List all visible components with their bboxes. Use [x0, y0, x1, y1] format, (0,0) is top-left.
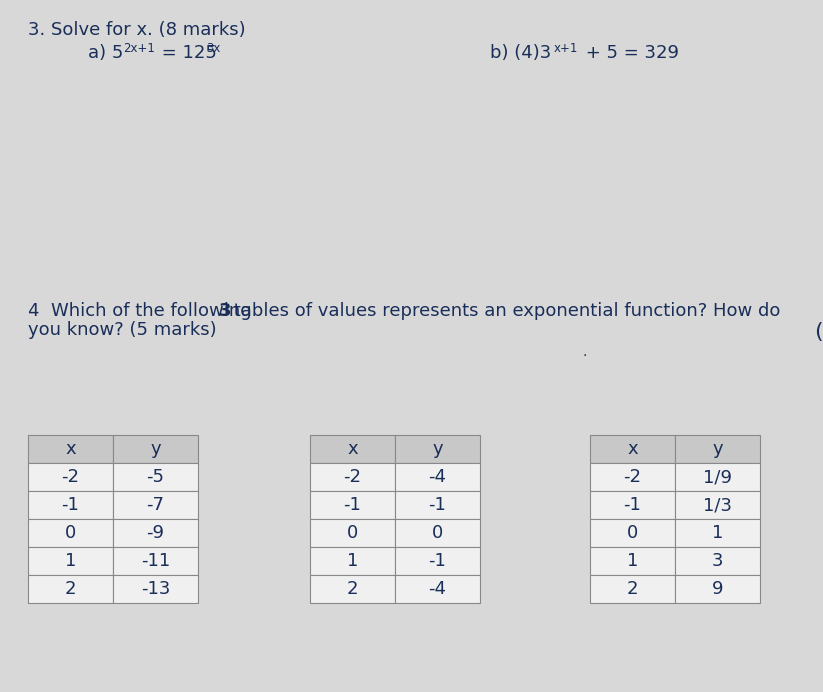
Bar — [310, 435, 395, 463]
Text: -9: -9 — [146, 524, 165, 542]
Text: -2: -2 — [62, 468, 80, 486]
Text: 2: 2 — [65, 580, 77, 598]
Text: -7: -7 — [146, 496, 165, 514]
Text: y: y — [150, 440, 160, 458]
Text: -4: -4 — [429, 580, 447, 598]
Text: 0: 0 — [346, 524, 358, 542]
Bar — [310, 491, 395, 519]
Text: x: x — [627, 440, 638, 458]
Bar — [310, 463, 395, 491]
Text: y: y — [712, 440, 723, 458]
Bar — [675, 519, 760, 547]
Bar — [113, 463, 198, 491]
Bar — [675, 491, 760, 519]
Text: 1: 1 — [712, 524, 723, 542]
Text: 3: 3 — [219, 302, 231, 320]
Text: 0: 0 — [627, 524, 638, 542]
Text: x: x — [65, 440, 76, 458]
Bar — [395, 575, 480, 603]
Text: 1/9: 1/9 — [703, 468, 732, 486]
Bar — [675, 435, 760, 463]
Text: x: x — [347, 440, 358, 458]
Text: tables of values represents an exponential function? How do: tables of values represents an exponenti… — [228, 302, 780, 320]
Text: b) (4)3: b) (4)3 — [490, 44, 551, 62]
Text: -2: -2 — [624, 468, 641, 486]
Text: 3: 3 — [712, 552, 723, 570]
Bar — [590, 435, 675, 463]
Bar — [113, 491, 198, 519]
Text: + 5 = 329: + 5 = 329 — [580, 44, 679, 62]
Text: .: . — [583, 345, 588, 359]
Bar — [310, 575, 395, 603]
Text: -1: -1 — [429, 552, 446, 570]
Text: -13: -13 — [141, 580, 170, 598]
Bar — [113, 547, 198, 575]
Text: x+1: x+1 — [554, 42, 579, 55]
Text: you know? (5 marks): you know? (5 marks) — [28, 321, 216, 339]
Text: 0: 0 — [432, 524, 443, 542]
Bar — [395, 519, 480, 547]
Text: 4  Which of the following: 4 Which of the following — [28, 302, 258, 320]
Text: 2x+1: 2x+1 — [123, 42, 155, 55]
Bar — [113, 435, 198, 463]
Text: -11: -11 — [141, 552, 170, 570]
Text: 0: 0 — [65, 524, 76, 542]
Text: 9: 9 — [712, 580, 723, 598]
Text: -1: -1 — [343, 496, 361, 514]
Text: 1: 1 — [65, 552, 77, 570]
Text: -1: -1 — [624, 496, 641, 514]
Text: 2: 2 — [627, 580, 639, 598]
Text: 1: 1 — [346, 552, 358, 570]
Bar — [113, 519, 198, 547]
Bar — [113, 575, 198, 603]
Bar — [395, 547, 480, 575]
Text: (: ( — [814, 322, 823, 342]
Bar — [28, 547, 113, 575]
Bar — [395, 491, 480, 519]
Bar — [590, 547, 675, 575]
Bar — [675, 575, 760, 603]
Text: 2: 2 — [346, 580, 358, 598]
Bar — [590, 463, 675, 491]
Text: y: y — [432, 440, 443, 458]
Bar — [590, 519, 675, 547]
Bar — [395, 435, 480, 463]
Text: = 125: = 125 — [156, 44, 217, 62]
Text: -1: -1 — [62, 496, 80, 514]
Bar — [28, 463, 113, 491]
Bar — [395, 463, 480, 491]
Bar — [590, 491, 675, 519]
Text: 3. Solve for x. (8 marks): 3. Solve for x. (8 marks) — [28, 21, 245, 39]
Text: -1: -1 — [429, 496, 446, 514]
Bar — [675, 463, 760, 491]
Bar — [310, 519, 395, 547]
Bar — [28, 519, 113, 547]
Bar — [675, 547, 760, 575]
Bar — [28, 435, 113, 463]
Text: -5: -5 — [146, 468, 165, 486]
Bar — [590, 575, 675, 603]
Text: a) 5: a) 5 — [88, 44, 123, 62]
Text: 1: 1 — [627, 552, 638, 570]
Text: 3x: 3x — [206, 42, 221, 55]
Text: -2: -2 — [343, 468, 361, 486]
Bar — [28, 575, 113, 603]
Text: -4: -4 — [429, 468, 447, 486]
Bar — [28, 491, 113, 519]
Text: 1/3: 1/3 — [703, 496, 732, 514]
Bar — [310, 547, 395, 575]
